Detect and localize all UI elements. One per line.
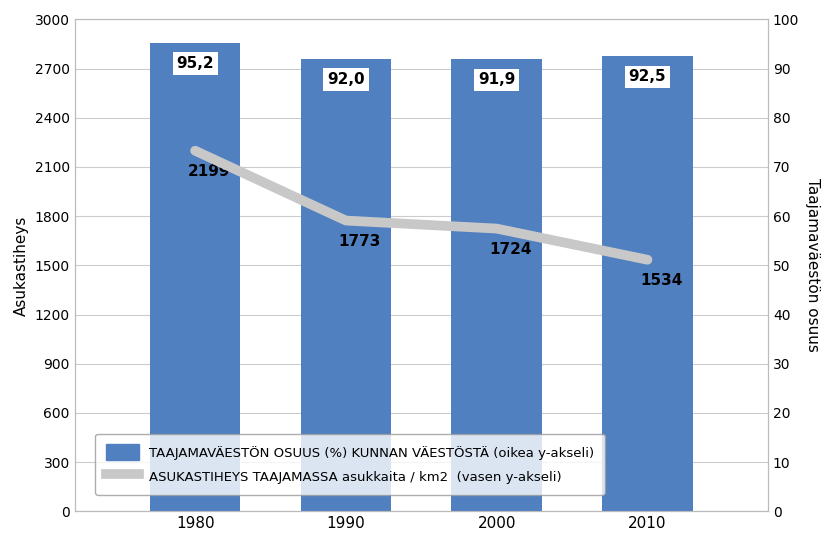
Text: 1534: 1534 (640, 273, 682, 288)
Bar (150, 43, 240, 511)
Bar (602, 56, 693, 511)
Y-axis label: Taajamaväestön osuus: Taajamaväestön osuus (805, 178, 820, 352)
Text: 95,2: 95,2 (176, 56, 214, 71)
Legend: TAAJAMAVÄESTÖN OSUUS (%) KUNNAN VÄESTÖSTÄ (oikea y-akseli), ASUKASTIHEYS TAAJAMA: TAAJAMAVÄESTÖN OSUUS (%) KUNNAN VÄESTÖST… (95, 434, 605, 495)
Text: 92,0: 92,0 (327, 72, 364, 87)
Bar (451, 59, 542, 511)
Y-axis label: Asukastiheys: Asukastiheys (14, 215, 29, 316)
Text: 1724: 1724 (489, 242, 531, 257)
Bar (301, 59, 391, 511)
Text: 1773: 1773 (339, 234, 381, 249)
Text: 92,5: 92,5 (629, 69, 666, 84)
Text: 2199: 2199 (188, 164, 230, 179)
Text: 91,9: 91,9 (478, 72, 515, 87)
